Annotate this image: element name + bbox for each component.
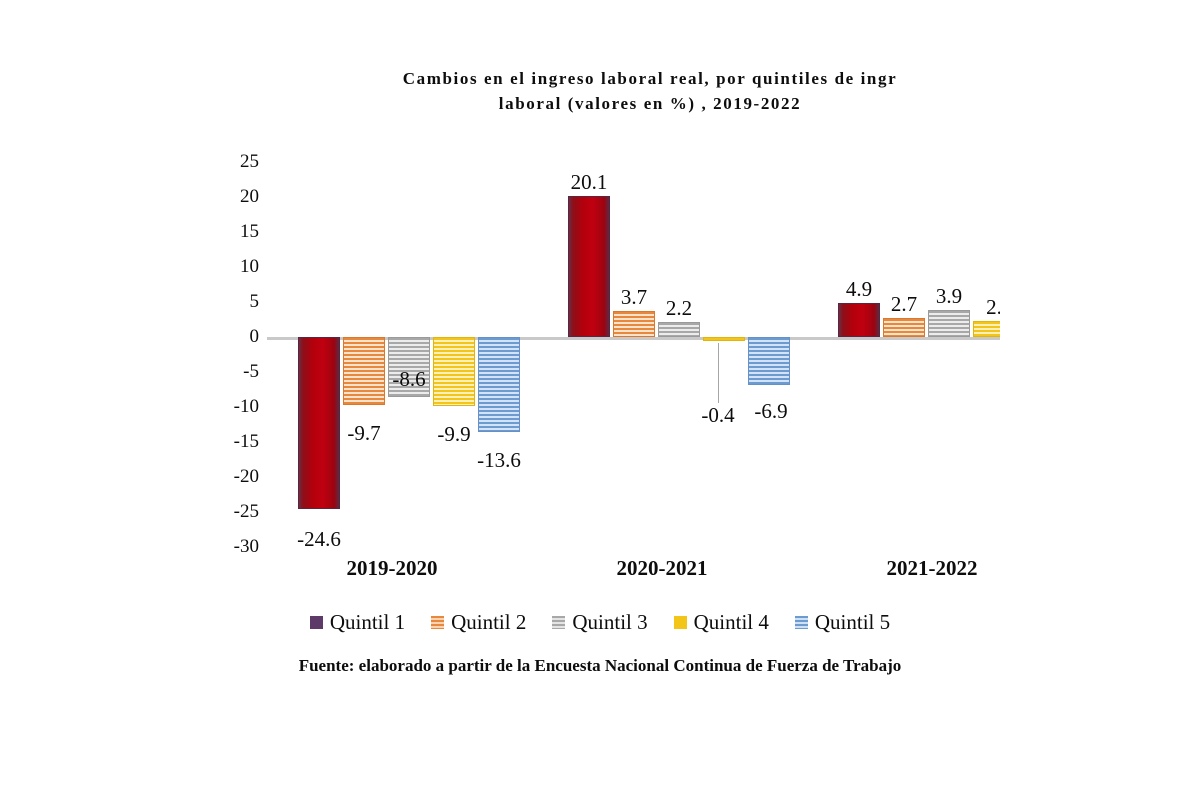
legend-swatch-icon <box>309 616 323 629</box>
x-axis-category-label: 2021-2022 <box>886 556 978 580</box>
legend-swatch-icon <box>552 616 566 629</box>
bar-2020-2021-quintil-1[interactable] <box>568 196 610 337</box>
legend-item-label: Quintil 5 <box>814 610 891 634</box>
x-axis-category-labels: 2019-2020 2020-2021 2021-2022 <box>267 556 1000 586</box>
data-label: -0.4 <box>701 403 735 427</box>
y-axis-tick-label: -5 <box>243 361 259 382</box>
bar-2019-2020-quintil-2[interactable] <box>343 337 385 405</box>
chart-legend: Quintil 1 Quintil 2 Quintil 3 Quintil 4 Quin… <box>0 610 1200 635</box>
bar-2019-2020-quintil-5[interactable] <box>478 337 520 433</box>
bar-2019-2020-quintil-1[interactable] <box>298 337 340 510</box>
bar-2020-2021-quintil-3[interactable] <box>658 321 700 337</box>
bar-2021-2022-quintil-3[interactable] <box>928 309 970 337</box>
bar-2021-2022-quintil-2[interactable] <box>883 318 925 337</box>
legend-swatch-icon <box>431 616 445 629</box>
legend-item-quintil-3[interactable]: Quintil 3 <box>552 610 648 635</box>
x-axis-category-label: 2020-2021 <box>616 556 708 580</box>
data-label: -8.6 <box>392 367 426 392</box>
y-axis-tick-label: 10 <box>240 256 259 277</box>
legend-item-label: Quintil 4 <box>693 610 769 634</box>
data-label: -9.7 <box>347 420 381 445</box>
y-axis-tick-label: 25 <box>240 151 259 172</box>
data-label-leader-line <box>718 343 719 403</box>
chart-title: Cambios en el ingreso laboral real, por … <box>402 69 898 113</box>
bar-2021-2022-quintil-4[interactable] <box>973 320 1000 337</box>
y-axis-tick-label: -10 <box>233 396 259 417</box>
bar-2019-2020-quintil-4[interactable] <box>433 337 475 407</box>
data-label: -13.6 <box>477 448 521 473</box>
y-axis-tick-label: -25 <box>233 501 259 522</box>
plot-area: -24.6 -9.7 -8.6 -9.9 -13.6 20.1 3.7 2.2 -0.4 -6.9… <box>267 158 1000 560</box>
y-axis-tick-label: -15 <box>233 431 259 452</box>
legend-item-quintil-4[interactable]: Quintil 4 <box>673 610 769 635</box>
y-axis-tick-label: 15 <box>240 221 259 242</box>
bar-2020-2021-quintil-5[interactable] <box>748 337 790 386</box>
data-label: -9.9 <box>437 422 471 447</box>
legend-item-quintil-5[interactable]: Quintil 5 <box>794 610 891 635</box>
zero-baseline <box>267 337 1000 340</box>
legend-swatch-icon <box>673 616 687 629</box>
data-label: 2.7 <box>890 292 918 317</box>
legend-item-label: Quintil 2 <box>451 610 527 634</box>
y-axis: 25 20 15 10 5 0 -5 -10 -15 -20 -25 -30 <box>209 151 260 560</box>
legend-item-label: Quintil 3 <box>572 610 648 634</box>
bar-2021-2022-quintil-1[interactable] <box>838 302 880 337</box>
legend-item-label: Quintil 1 <box>329 610 406 634</box>
bar-2020-2021-quintil-4[interactable] <box>703 337 745 341</box>
data-label: 3.7 <box>620 285 648 310</box>
data-label: 3.9 <box>935 283 963 308</box>
source-note: Fuente: elaborado a partir de la Encuest… <box>298 656 902 675</box>
x-axis-category-label: 2019-2020 <box>346 556 438 580</box>
y-axis-tick-label: 20 <box>240 186 259 207</box>
data-label: 2. <box>986 294 1000 319</box>
data-label: 20.1 <box>570 170 608 195</box>
legend-swatch-icon <box>794 616 808 629</box>
bar-2020-2021-quintil-2[interactable] <box>613 311 655 337</box>
legend-item-quintil-1[interactable]: Quintil 1 <box>309 610 406 635</box>
y-axis-tick-label: -20 <box>233 466 259 487</box>
data-label: 2.2 <box>665 295 693 320</box>
data-label: -6.9 <box>754 399 788 424</box>
y-axis-tick-label: 0 <box>249 326 260 347</box>
bar-2019-2020-quintil-3[interactable] <box>388 337 430 398</box>
data-label: 4.9 <box>845 276 873 301</box>
y-axis-tick-label: 5 <box>249 291 260 312</box>
data-label: -24.6 <box>297 527 341 552</box>
legend-item-quintil-2[interactable]: Quintil 2 <box>431 610 526 635</box>
y-axis-tick-label: -30 <box>233 536 259 557</box>
